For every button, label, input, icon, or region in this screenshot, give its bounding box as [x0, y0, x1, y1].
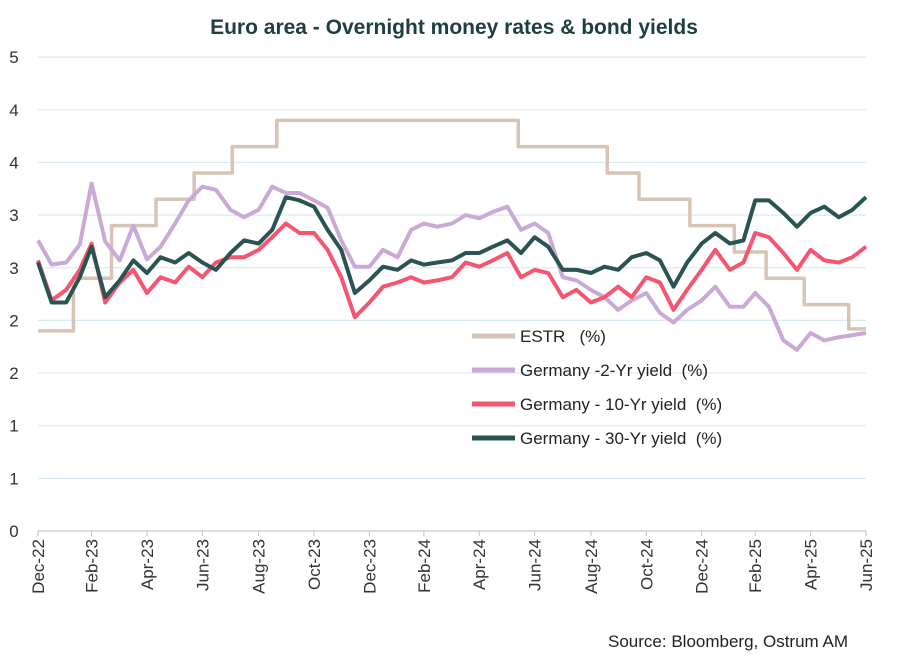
x-tick-label: Jun-23	[193, 539, 212, 591]
x-tick-label: Feb-25	[746, 539, 765, 593]
y-tick-label: 2	[9, 364, 18, 383]
legend-label: Germany - 30-Yr yield (%)	[520, 429, 722, 448]
x-tick-label: Dec-22	[29, 539, 48, 594]
chart-title: Euro area - Overnight money rates & bond…	[210, 16, 698, 39]
x-tick-label: Feb-23	[83, 539, 102, 593]
x-tick-label: Dec-23	[360, 539, 379, 594]
source-note: Source: Bloomberg, Ostrum AM	[608, 632, 848, 651]
legend-label: ESTR (%)	[520, 327, 606, 346]
legend-label: Germany - 10-Yr yield (%)	[520, 395, 722, 414]
legend-label: Germany -2-Yr yield (%)	[520, 361, 708, 380]
y-tick-label: 3	[9, 259, 18, 278]
x-tick-label: Feb-24	[415, 539, 434, 593]
x-tick-label: Apr-24	[470, 539, 489, 590]
y-tick-label: 1	[9, 469, 18, 488]
series-line-estr	[38, 118, 866, 333]
x-tick-label: Oct-23	[305, 539, 324, 590]
series-line-germany-10y	[36, 221, 868, 320]
x-tick-label: Jun-24	[526, 539, 545, 591]
series-line-germany-30y	[36, 195, 868, 305]
x-tick-label: Apr-25	[802, 539, 821, 590]
x-tick-label: Aug-23	[250, 539, 269, 594]
y-tick-label: 4	[9, 153, 18, 172]
y-tick-label: 5	[9, 48, 18, 67]
y-tick-label: 4	[9, 101, 18, 120]
x-tick-label: Aug-24	[582, 539, 601, 594]
x-tick-label: Jun-25	[857, 539, 876, 591]
y-tick-label: 2	[9, 311, 18, 330]
y-tick-label: 1	[9, 417, 18, 436]
series-line-germany-2y	[36, 181, 867, 352]
x-tick-label: Oct-24	[637, 539, 656, 590]
y-tick-label: 3	[9, 206, 18, 225]
y-tick-label: 0	[9, 522, 18, 541]
x-tick-label: Dec-24	[693, 539, 712, 594]
x-tick-label: Apr-23	[138, 539, 157, 590]
